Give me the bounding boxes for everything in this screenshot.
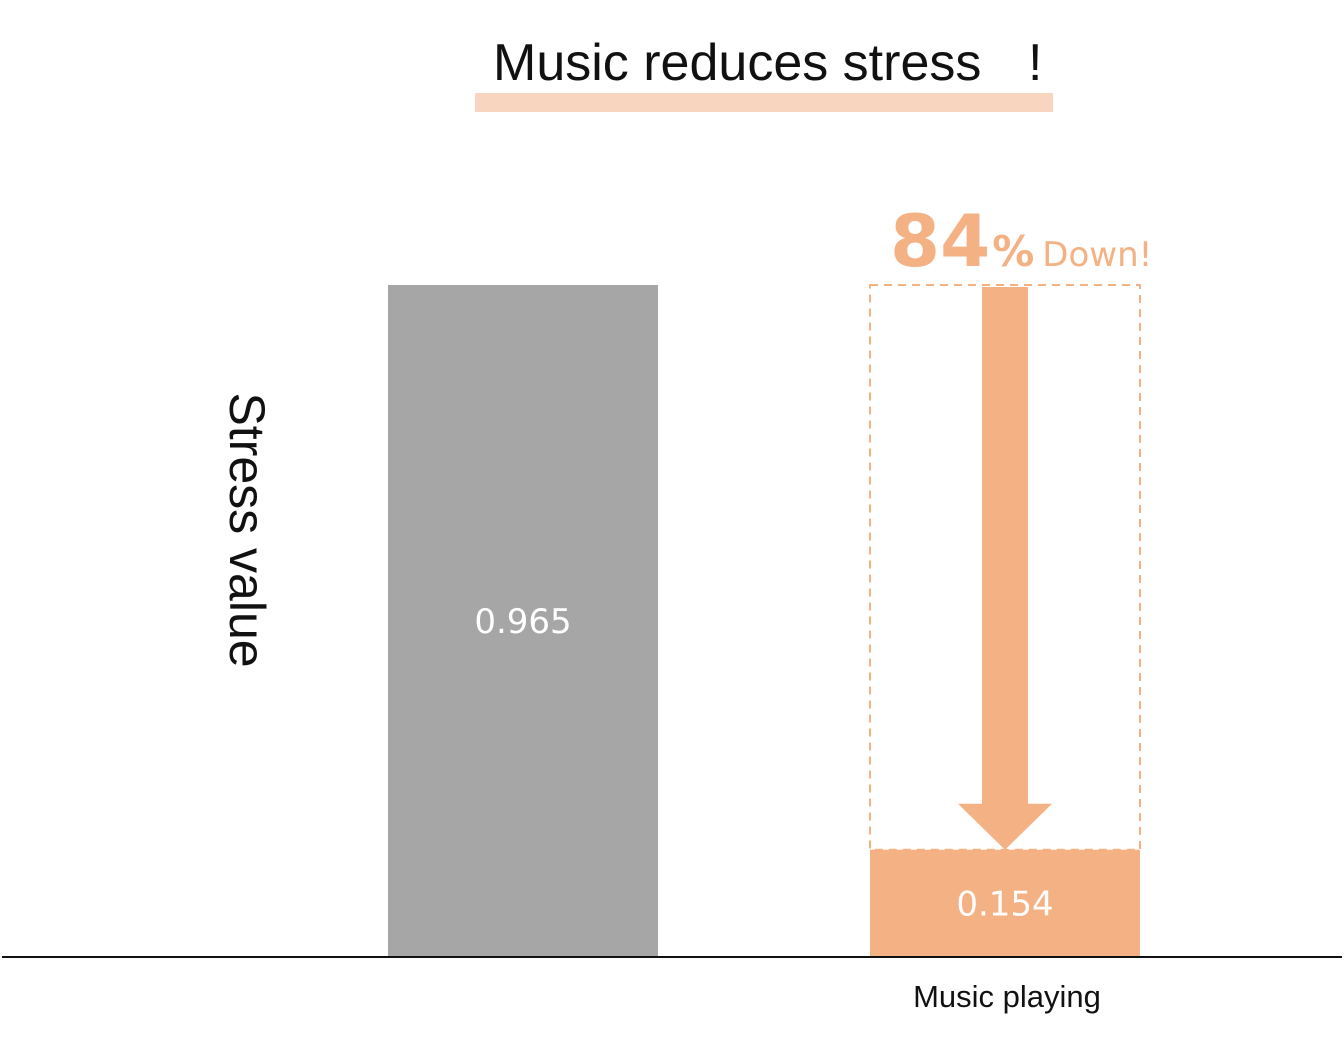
reduction-word: Down! [1042, 235, 1152, 275]
bar-no-music [388, 285, 658, 957]
title-underline [475, 93, 1053, 112]
down-arrow-icon [958, 287, 1052, 850]
category-label-music-playing: Music playing [913, 979, 1101, 1014]
y-axis-label: Stress value [219, 392, 275, 667]
bar-value-label-no-music: 0.965 [474, 602, 571, 642]
title-exclamation: ! [1028, 34, 1042, 92]
reduction-annotation: 84% Down! [890, 199, 1152, 283]
reduction-percent-sign: % [992, 227, 1034, 276]
bar-value-label-music-playing: 0.154 [956, 884, 1053, 924]
chart-title: Music reduces stress [493, 34, 981, 92]
reduction-number: 84 [890, 199, 990, 283]
bar-music-playing [870, 849, 1140, 957]
